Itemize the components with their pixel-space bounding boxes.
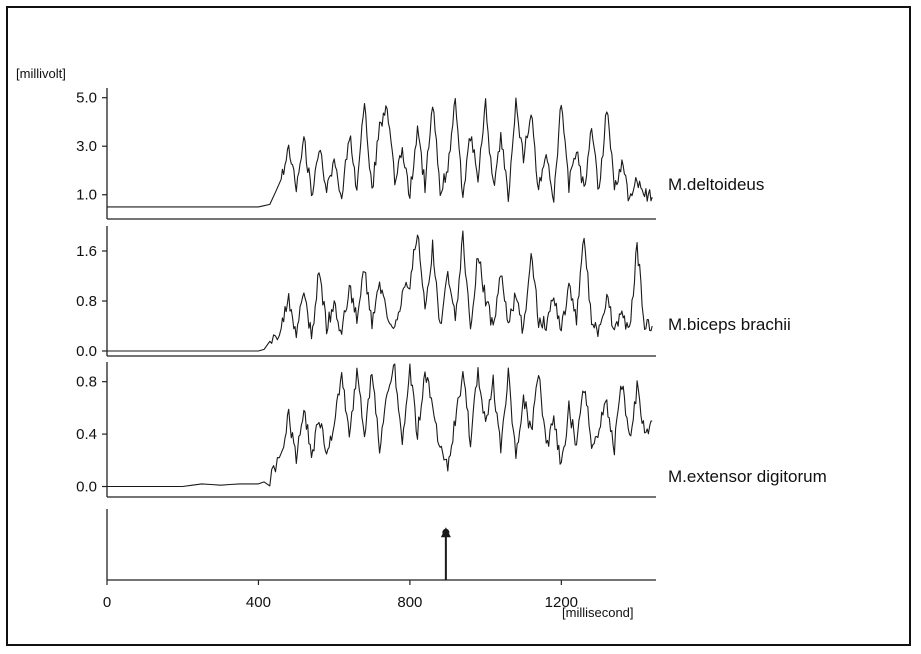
y-tick-label-1-0: 1.6: [76, 243, 97, 260]
trace-0: [107, 97, 653, 208]
stimulus-marker-dot: [442, 528, 450, 536]
x-tick-label-3: 1200: [545, 594, 578, 611]
x-tick-label-0: 0: [103, 594, 111, 611]
y-tick-label-1-1: 0.8: [76, 293, 97, 310]
y-tick-label-1-2: 0.0: [76, 343, 97, 360]
labels-layer: [millivolt] [millisecond] 5.0 3.0 1.0 M.del…: [16, 66, 827, 620]
traces-layer: [107, 97, 653, 580]
y-tick-label-0-1: 3.0: [76, 138, 97, 155]
y-tick-label-0-0: 5.0: [76, 90, 97, 107]
figure-frame: [6, 6, 911, 646]
x-unit-label: [millisecond]: [562, 605, 634, 620]
x-tick-label-2: 800: [397, 594, 422, 611]
x-tick-label-1: 400: [246, 594, 271, 611]
y-tick-label-2-1: 0.4: [76, 426, 97, 443]
y-tick-label-2-0: 0.8: [76, 374, 97, 391]
y-unit-label: [millivolt]: [16, 66, 66, 81]
trace-1: [107, 230, 653, 352]
axes-layer: [102, 88, 656, 585]
y-tick-label-2-2: 0.0: [76, 479, 97, 496]
y-tick-label-0-2: 1.0: [76, 187, 97, 204]
series-label-2: M.extensor digitorum: [668, 467, 827, 486]
series-label-1: M.biceps brachii: [668, 315, 791, 334]
series-label-0: M.deltoideus: [668, 175, 764, 194]
trace-2: [107, 363, 653, 488]
